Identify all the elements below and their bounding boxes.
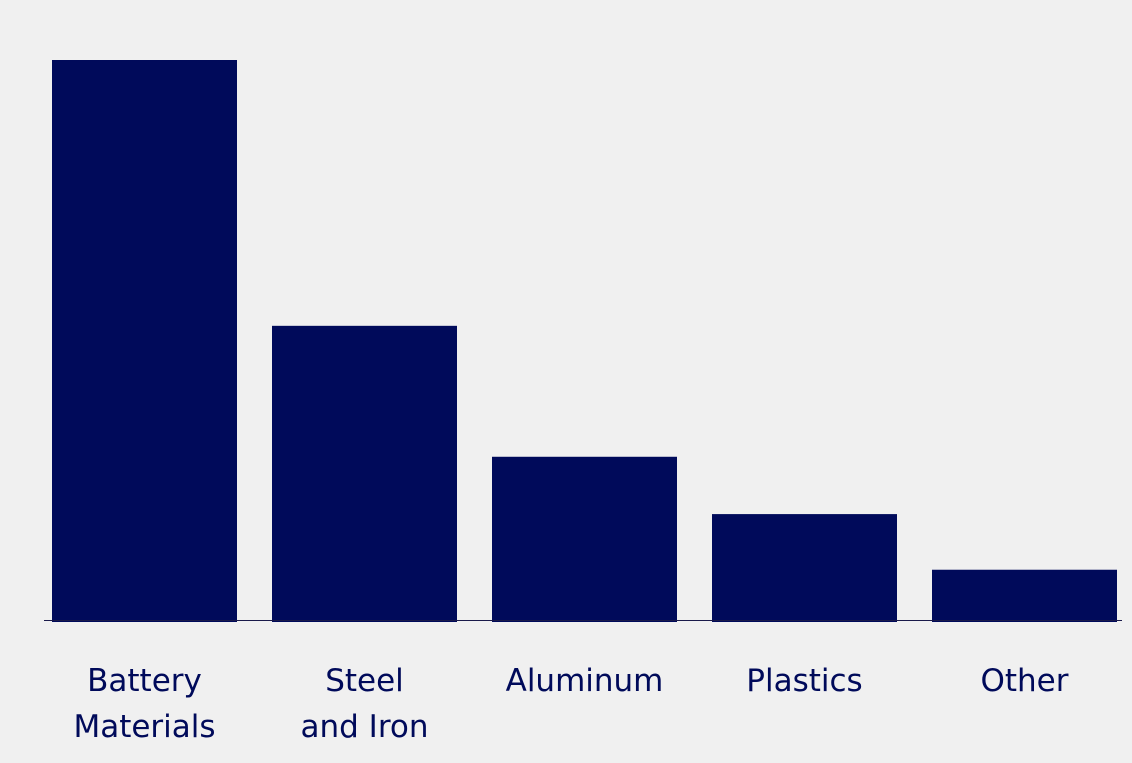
x-tick-label: Steel and Iron: [300, 663, 429, 745]
x-tick-label: Other: [980, 663, 1069, 699]
bar: [52, 60, 237, 622]
bar: [272, 325, 457, 622]
bar: [712, 514, 897, 622]
bar: [932, 569, 1117, 622]
bar: [492, 456, 677, 622]
x-tick-label: Battery Materials: [73, 663, 216, 745]
x-tick-label: Aluminum: [505, 663, 664, 699]
x-tick-label: Plastics: [746, 663, 863, 699]
